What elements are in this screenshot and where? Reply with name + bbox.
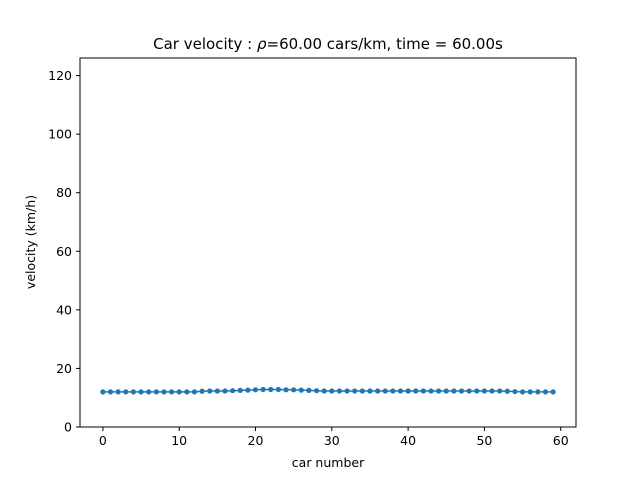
data-point bbox=[497, 388, 503, 394]
data-point bbox=[153, 389, 159, 395]
data-point bbox=[214, 388, 220, 394]
x-tick-label: 0 bbox=[99, 433, 107, 448]
data-point bbox=[367, 388, 373, 394]
data-point bbox=[222, 388, 228, 394]
x-tick-label: 10 bbox=[171, 433, 187, 448]
y-tick-label: 80 bbox=[56, 185, 72, 200]
data-point bbox=[245, 387, 251, 393]
data-point bbox=[474, 388, 480, 394]
x-tick-label: 30 bbox=[324, 433, 340, 448]
data-point bbox=[436, 388, 442, 394]
data-point bbox=[344, 388, 350, 394]
x-tick-label: 60 bbox=[553, 433, 569, 448]
data-point bbox=[443, 388, 449, 394]
data-point bbox=[336, 388, 343, 394]
data-point bbox=[489, 388, 495, 394]
x-axis-label: car number bbox=[292, 455, 365, 470]
y-tick-label: 20 bbox=[56, 361, 72, 376]
data-point bbox=[138, 389, 144, 395]
data-point bbox=[207, 388, 213, 394]
y-axis-label: velocity (km/h) bbox=[23, 195, 38, 289]
data-point bbox=[458, 388, 465, 394]
x-axis-ticks: 0 10 20 30 40 50 60 bbox=[99, 427, 569, 448]
data-point bbox=[390, 388, 396, 394]
data-point bbox=[519, 389, 526, 395]
data-point bbox=[329, 388, 335, 394]
data-point bbox=[550, 389, 556, 395]
y-tick-label: 40 bbox=[56, 302, 72, 317]
y-axis-ticks: 0 20 40 60 80 100 120 bbox=[48, 68, 80, 435]
data-point bbox=[268, 386, 274, 393]
data-point bbox=[481, 388, 488, 394]
data-point bbox=[184, 389, 190, 395]
chart-title-rho: ρ bbox=[257, 35, 267, 53]
data-point bbox=[291, 387, 297, 393]
data-point bbox=[146, 389, 152, 395]
x-tick-label: 50 bbox=[476, 433, 492, 448]
data-point bbox=[527, 389, 533, 395]
data-point bbox=[260, 386, 266, 393]
plot-frame bbox=[79, 57, 577, 428]
data-point bbox=[275, 386, 281, 393]
chart-title-prefix: Car velocity : bbox=[153, 35, 257, 53]
data-point bbox=[352, 388, 358, 394]
data-point bbox=[199, 388, 205, 394]
y-tick-label: 0 bbox=[64, 420, 72, 435]
data-point bbox=[306, 387, 312, 393]
data-point bbox=[420, 388, 426, 394]
data-point bbox=[321, 388, 327, 394]
data-point bbox=[397, 388, 404, 394]
data-point bbox=[298, 387, 304, 393]
data-point bbox=[237, 387, 243, 393]
x-tick-label: 40 bbox=[400, 433, 416, 448]
chart-title: Car velocity : ρ=60.00 cars/km, time = 6… bbox=[153, 35, 503, 53]
chart-title-suffix: =60.00 cars/km, time = 60.00s bbox=[267, 35, 504, 53]
data-point bbox=[504, 388, 510, 394]
y-tick-label: 100 bbox=[48, 127, 72, 142]
data-point bbox=[466, 388, 472, 394]
y-tick-label: 60 bbox=[56, 244, 72, 259]
data-point bbox=[375, 388, 381, 394]
data-point bbox=[313, 388, 320, 394]
data-point bbox=[115, 389, 121, 395]
data-point bbox=[512, 388, 518, 395]
y-tick-label: 120 bbox=[48, 68, 72, 83]
data-point bbox=[123, 389, 129, 395]
data-point bbox=[130, 389, 137, 395]
data-point bbox=[535, 389, 541, 395]
data-point bbox=[542, 389, 549, 395]
data-point bbox=[230, 388, 236, 394]
data-point bbox=[359, 388, 365, 394]
data-point bbox=[176, 389, 182, 395]
data-point bbox=[451, 388, 457, 394]
data-point bbox=[283, 387, 289, 393]
data-point bbox=[382, 388, 388, 394]
data-point bbox=[405, 388, 411, 394]
x-tick-label: 20 bbox=[248, 433, 264, 448]
data-point bbox=[252, 387, 259, 393]
data-point bbox=[161, 389, 167, 395]
data-point bbox=[428, 388, 434, 394]
data-point bbox=[168, 389, 175, 395]
plot-marks bbox=[100, 386, 556, 395]
data-point bbox=[100, 389, 106, 395]
data-point bbox=[413, 388, 419, 394]
data-point bbox=[191, 389, 198, 395]
data-point bbox=[107, 389, 114, 395]
